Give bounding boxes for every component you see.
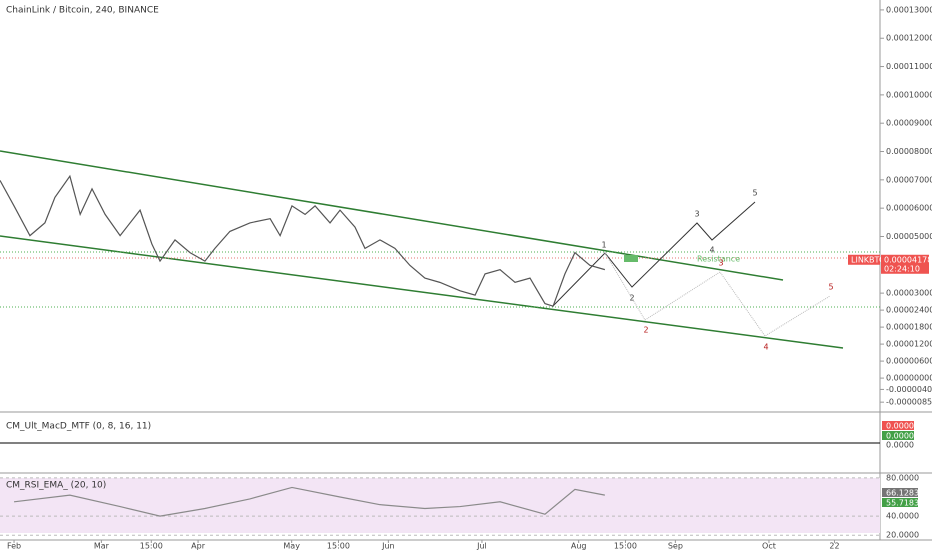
y-tick-label: -0.00000850	[886, 398, 932, 407]
wave-label: 3	[718, 259, 723, 268]
annotation: Resistance	[697, 255, 740, 264]
macd-title: CM_Ult_MacD_MTF (0, 8, 16, 11)	[6, 422, 151, 432]
price-line	[0, 174, 606, 307]
value-box	[882, 431, 914, 440]
chart-title: ChainLink / Bitcoin, 240, BINANCE	[6, 6, 159, 16]
symbol: LINKBTC	[851, 255, 885, 264]
channel-lower	[0, 235, 844, 349]
x-tick-label: May	[283, 542, 300, 550]
x-tick-label: Jul	[476, 542, 487, 550]
y-tick-label: -0.00000400	[886, 385, 932, 394]
last-price-box	[881, 254, 929, 274]
rsi-band	[0, 478, 880, 533]
macd-value: 0.0000	[886, 432, 914, 441]
last-price: 0.00004178	[884, 255, 932, 264]
y-tick-label: 0.00001800	[886, 323, 932, 332]
wave-label: 3	[694, 210, 699, 219]
y-tick-label: 0.00012000	[886, 34, 932, 43]
wave-path	[552, 201, 756, 307]
x-tick-label: Aug	[571, 542, 587, 550]
y-tick-label: 0.00010000	[886, 90, 932, 99]
x-tick-label: Oct	[762, 542, 776, 550]
rsi-tick-label: 40.0000	[886, 512, 919, 521]
wave-path-alt	[604, 252, 831, 337]
x-tick-label: Sep	[668, 542, 683, 550]
y-tick-label: 0.00002400	[886, 306, 932, 315]
y-tick-label: 0.00000000	[886, 374, 932, 383]
macd-value: 0.0000	[886, 422, 914, 431]
y-tick-label: 0.00006000	[886, 204, 932, 213]
wave-label: 2	[629, 294, 634, 303]
channel-upper	[0, 150, 784, 281]
value-box	[882, 488, 918, 497]
icon	[624, 255, 638, 262]
y-tick-label: 0.00009000	[886, 119, 932, 128]
x-tick-label: 22	[829, 542, 839, 550]
y-tick-label: 0.00008000	[886, 147, 932, 156]
wave-label: 2	[643, 326, 648, 335]
rsi-tick-label: 20.0000	[886, 531, 919, 540]
macd-axis-label: 0.0000	[886, 441, 914, 450]
rsi-line	[13, 486, 605, 517]
countdown: 02:24:10	[884, 264, 920, 273]
x-tick-label: Apr	[191, 542, 206, 550]
y-tick-label: 0.00001200	[886, 340, 932, 349]
y-tick-label: 0.00005000	[886, 232, 932, 241]
value-box	[882, 421, 914, 430]
rsi-value: 55.7183	[886, 499, 919, 508]
y-tick-label: 0.00011000	[886, 62, 932, 71]
x-tick-label: 15:00	[614, 542, 637, 550]
x-tick-label: 15:00	[140, 542, 163, 550]
wave-label: 5	[828, 283, 833, 292]
rsi-tick-label: 80.0000	[886, 473, 919, 482]
wave-label: 5	[752, 189, 757, 198]
rsi-value: 66.1283	[886, 489, 919, 498]
y-tick-label: 0.00013000	[886, 5, 932, 14]
wave-label: 4	[763, 343, 768, 352]
rsi-title: CM_RSI_EMA_ (20, 10)	[6, 481, 106, 491]
x-tick-label: 15:00	[327, 542, 350, 550]
y-tick-label: 0.00000600	[886, 357, 932, 366]
value-box	[882, 498, 918, 507]
x-tick-label: Jun	[381, 542, 395, 550]
wave-label: 1	[601, 241, 606, 250]
x-tick-label: Feb	[7, 542, 21, 550]
y-tick-label: 0.00003000	[886, 289, 932, 298]
x-tick-label: Mar	[94, 542, 110, 550]
wave-label: 4	[709, 246, 714, 255]
symbol-tag	[848, 254, 880, 265]
y-tick-label: 0.00007000	[886, 175, 932, 184]
